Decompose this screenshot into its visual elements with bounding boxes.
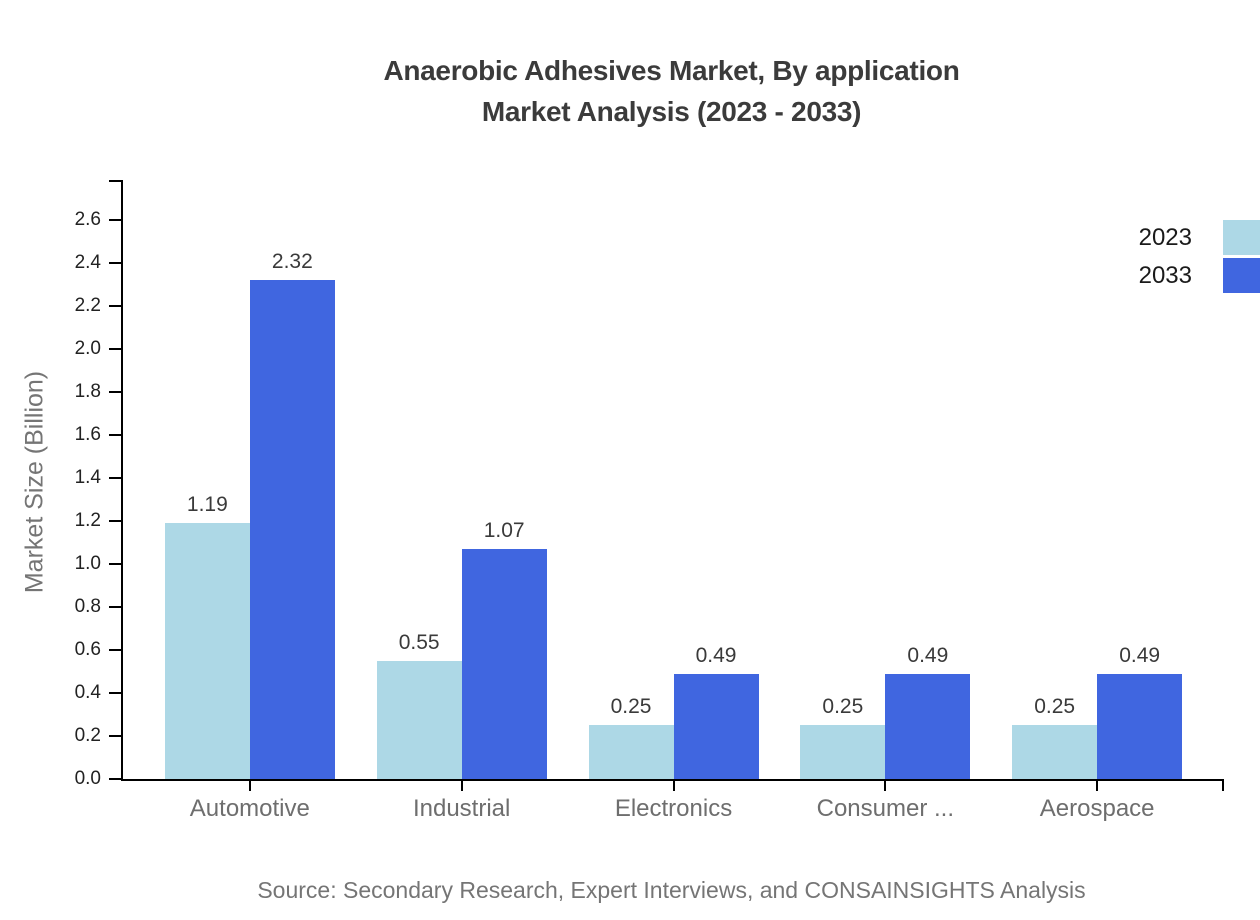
y-tick-label: 1.0 <box>74 553 101 574</box>
value-label: 0.49 <box>695 644 737 667</box>
y-axis-tick <box>109 434 121 436</box>
y-tick-label: 0.0 <box>74 768 101 789</box>
y-tick-label: 2.4 <box>74 252 101 273</box>
y-axis-tick <box>109 606 121 608</box>
legend-swatch-2033 <box>1223 258 1260 293</box>
value-label: 1.07 <box>483 519 525 542</box>
bar-2033-aerospace <box>1097 674 1183 779</box>
y-axis-tick <box>109 735 121 737</box>
legend-item-2033: 2033 <box>1139 258 1260 293</box>
legend-item-2023: 2023 <box>1139 220 1260 255</box>
chart-title-line1: Anaerobic Adhesives Market, By applicati… <box>383 55 960 86</box>
x-axis-end-cap <box>1222 779 1224 791</box>
x-axis-tick <box>248 781 251 791</box>
value-label: 1.19 <box>186 493 228 516</box>
value-label: 0.25 <box>822 695 864 718</box>
plot-area: 0.0 0.2 0.4 0.6 0.8 1.0 1.2 1.4 1.6 1.8 2.0 2.2 2.4 2… <box>75 180 1224 822</box>
y-tick-label: 0.8 <box>74 596 101 617</box>
y-tick-label: 2.6 <box>74 209 101 230</box>
chart-title-line2: Market Analysis (2023 - 2033) <box>481 96 862 127</box>
y-axis-tick <box>109 477 121 479</box>
value-label: 0.49 <box>1119 644 1161 667</box>
bar-2033-consumer <box>885 674 971 779</box>
y-axis-tick <box>109 219 121 221</box>
y-axis-end-cap <box>109 180 121 182</box>
y-axis-tick <box>109 305 121 307</box>
y-tick-label: 1.8 <box>74 381 101 402</box>
y-axis-tick <box>109 520 121 522</box>
x-axis-tick <box>460 781 463 791</box>
x-axis-tick <box>1096 781 1099 791</box>
legend-label-2033: 2033 <box>1138 261 1192 289</box>
value-label: 2.32 <box>271 250 313 273</box>
y-axis-tick <box>109 649 121 651</box>
bar-2023-industrial <box>376 661 462 779</box>
source-note: Source: Secondary Research, Expert Inter… <box>257 877 1086 903</box>
chart-title: Anaerobic Adhesives Market, By applicati… <box>121 50 1222 132</box>
category-label: Industrial <box>412 795 511 822</box>
bar-2023-consumer <box>800 725 886 779</box>
y-tick-label: 0.2 <box>74 725 101 746</box>
y-tick-label: 1.4 <box>74 467 101 488</box>
bar-2023-electronics <box>588 725 674 779</box>
bar-2023-aerospace <box>1012 725 1098 779</box>
bar-2023-automotive <box>164 523 250 779</box>
category-label: Aerospace <box>1039 795 1155 822</box>
y-axis-tick <box>109 692 121 694</box>
x-axis-tick <box>672 781 675 791</box>
value-label: 0.25 <box>1034 695 1076 718</box>
bar-2033-industrial <box>461 549 547 779</box>
legend: 2023 2033 <box>1139 220 1260 296</box>
category-label: Electronics <box>614 795 733 822</box>
value-label: 0.55 <box>398 631 440 654</box>
value-label: 0.49 <box>907 644 949 667</box>
y-tick-label: 1.6 <box>74 424 101 445</box>
y-axis-tick <box>109 778 121 780</box>
x-axis-tick <box>884 781 887 791</box>
y-axis-tick <box>109 348 121 350</box>
legend-label-2023: 2023 <box>1138 223 1192 251</box>
y-tick-label: 1.2 <box>74 510 101 531</box>
y-tick-label: 0.4 <box>74 682 101 703</box>
y-tick-label: 2.2 <box>74 295 101 316</box>
y-tick-label: 0.6 <box>74 639 101 660</box>
y-tick-label: 2.0 <box>74 338 101 359</box>
legend-swatch-2023 <box>1223 220 1260 255</box>
y-axis-tick <box>109 391 121 393</box>
category-label: Automotive <box>189 795 310 822</box>
value-label: 0.25 <box>610 695 652 718</box>
bar-2033-electronics <box>673 674 759 779</box>
bar-2033-automotive <box>249 280 335 779</box>
category-label: Consumer ... <box>816 795 955 822</box>
y-axis-tick <box>109 262 121 264</box>
y-axis-tick <box>109 563 121 565</box>
